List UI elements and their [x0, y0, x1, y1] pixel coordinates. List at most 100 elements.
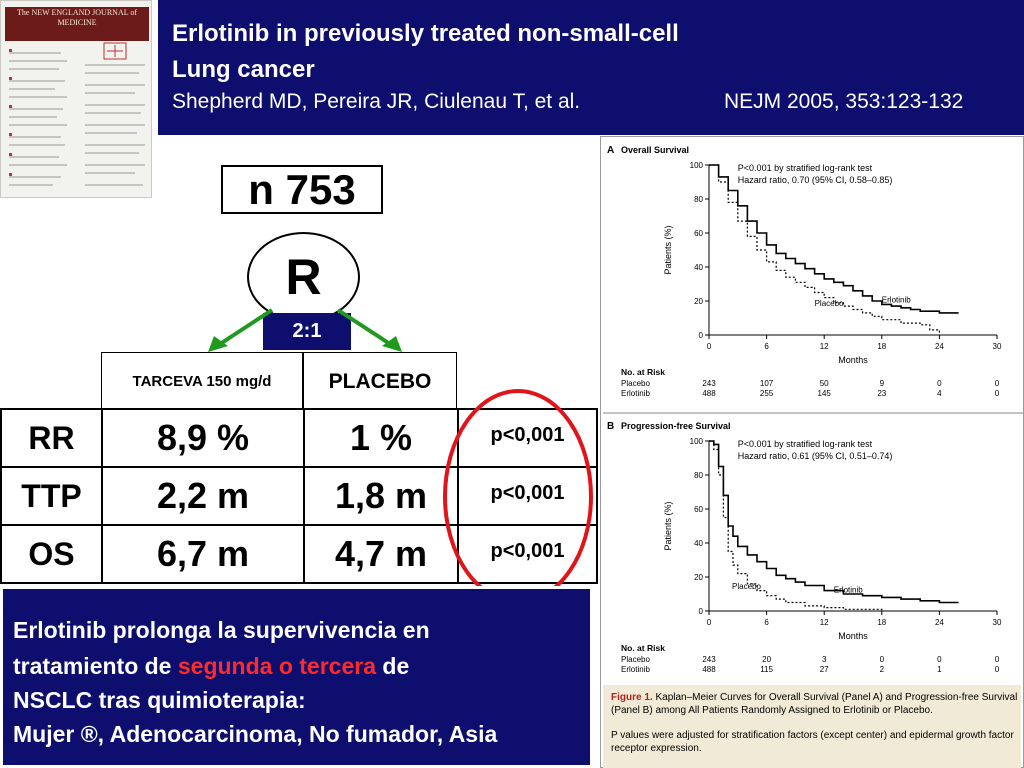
title-banner: Erlotinib in previously treated non-smal…: [155, 0, 1024, 135]
risk-count: 488: [702, 389, 716, 398]
risk-count: 9: [880, 379, 885, 388]
caption-text: Kaplan–Meier Curves for Overall Survival…: [611, 692, 1018, 716]
caption-main: Figure 1. Kaplan–Meier Curves for Overal…: [611, 691, 1019, 717]
panel-letter: A: [607, 145, 614, 156]
x-tick-label: 0: [707, 618, 712, 627]
x-tick-label: 24: [935, 618, 944, 627]
x-tick-label: 30: [993, 342, 1002, 351]
y-tick-label: 20: [694, 573, 703, 582]
risk-count: 2: [880, 665, 885, 674]
stat-line-2: Hazard ratio, 0.70 (95% CI, 0.58–0.85): [738, 175, 893, 185]
y-axis-label: Patients (%): [663, 501, 673, 550]
risk-count: 1: [937, 665, 942, 674]
risk-count: 255: [760, 389, 774, 398]
conclusion-line-2: tratamiento de segunda o tercera de: [13, 653, 409, 680]
arrow-to-treatment: [218, 308, 274, 346]
placebo-value: 1 %: [303, 408, 459, 468]
treatment-value: 6,7 m: [101, 524, 305, 584]
risk-count: 23: [877, 389, 886, 398]
risk-count: 0: [937, 379, 942, 388]
treatment-arm-box: TARCEVA 150 mg/d: [101, 352, 303, 409]
y-tick-label: 100: [690, 161, 704, 170]
stat-line-2: Hazard ratio, 0.61 (95% CI, 0.51–0.74): [738, 451, 893, 461]
chart-title: Overall Survival: [621, 145, 689, 155]
series-label-placebo: Placebo: [732, 582, 761, 591]
journal-masthead: [5, 7, 149, 41]
risk-row-label: Placebo: [621, 655, 650, 664]
randomization-arrows: [208, 308, 402, 352]
x-tick-label: 12: [820, 342, 829, 351]
y-tick-label: 60: [694, 229, 703, 238]
x-tick-label: 6: [764, 342, 769, 351]
x-axis-label: Months: [838, 631, 868, 641]
risk-count: 243: [702, 655, 716, 664]
caption-note: P values were adjusted for stratificatio…: [611, 730, 1014, 754]
x-tick-label: 30: [993, 618, 1002, 627]
series-label-erlotinib: Erlotinib: [882, 296, 911, 305]
y-tick-label: 60: [694, 505, 703, 514]
arrow-to-placebo: [336, 308, 392, 346]
risk-count: 50: [820, 379, 829, 388]
conclusion-box: Erlotinib prolonga la supervivencia en t…: [0, 586, 593, 768]
km-curve-erlotinib: [709, 440, 959, 604]
risk-count: 115: [760, 665, 773, 674]
x-axis-label: Months: [838, 355, 868, 365]
conclusion-line-2-end: de: [376, 653, 410, 679]
conclusion-line-1: Erlotinib prolonga la supervivencia en: [13, 617, 430, 643]
risk-count: 4: [937, 389, 942, 398]
row-label: TTP: [0, 466, 103, 526]
risk-row-label: Erlotinib: [621, 665, 650, 674]
title-line-2: Lung cancer: [172, 56, 315, 83]
km-curve-erlotinib: [709, 164, 959, 314]
y-tick-label: 0: [699, 607, 704, 616]
x-tick-label: 24: [935, 342, 944, 351]
treatment-value: 8,9 %: [101, 408, 305, 468]
x-tick-label: 18: [877, 618, 886, 627]
arrowhead-right: [382, 336, 402, 352]
figure-caption: Figure 1. Kaplan–Meier Curves for Overal…: [603, 685, 1021, 768]
y-tick-label: 80: [694, 195, 703, 204]
arrowhead-left: [208, 336, 228, 352]
x-tick-label: 18: [877, 342, 886, 351]
risk-count: 0: [995, 379, 1000, 388]
risk-count: 243: [702, 379, 716, 388]
panel-letter: B: [607, 421, 614, 432]
y-tick-label: 40: [694, 539, 703, 548]
risk-count: 0: [995, 389, 1000, 398]
risk-count: 0: [995, 665, 1000, 674]
kaplan-meier-figure: A Overall Survival P<0.001 by stratified l…: [600, 136, 1024, 768]
randomization-ratio: 2:1: [263, 313, 351, 350]
risk-count: 0: [880, 655, 885, 664]
stat-line-1: P<0.001 by stratified log-rank test: [738, 163, 873, 173]
risk-table-header: No. at Risk: [621, 643, 665, 653]
conclusion-line-2-start: tratamiento de: [13, 653, 178, 679]
risk-count: 27: [820, 665, 829, 674]
placebo-arm-box: PLACEBO: [303, 352, 457, 409]
sample-size-box: n 753: [221, 165, 383, 214]
conclusion-line-4: Mujer ®, Adenocarcinoma, No fumador, Asi…: [13, 721, 498, 747]
title-line-1: Erlotinib in previously treated non-smal…: [172, 20, 679, 47]
placebo-value: 4,7 m: [303, 524, 459, 584]
authors: Shepherd MD, Pereira JR, Ciulenau T, et …: [172, 90, 581, 113]
conclusion-highlight: segunda o tercera: [177, 653, 377, 679]
series-label-erlotinib: Erlotinib: [834, 585, 863, 594]
x-tick-label: 6: [764, 618, 769, 627]
journal-title: The NEW ENGLAND JOURNAL of MEDICINE: [17, 8, 137, 27]
risk-count: 20: [762, 655, 771, 664]
risk-table-header: No. at Risk: [621, 367, 665, 377]
x-tick-label: 0: [707, 342, 712, 351]
km-curve-placebo: [709, 440, 883, 611]
km-curve-placebo: [709, 164, 940, 334]
journal-cover-text-lines: [9, 42, 145, 186]
treatment-value: 2,2 m: [101, 466, 305, 526]
km-charts-svg: A Overall Survival P<0.001 by stratified l…: [603, 145, 1023, 674]
placebo-value: 1,8 m: [303, 466, 459, 526]
y-tick-label: 0: [699, 331, 704, 340]
conclusion-line-3: NSCLC tras quimioterapia:: [13, 687, 306, 713]
risk-count: 3: [822, 655, 827, 664]
risk-count: 0: [995, 655, 1000, 664]
risk-row-label: Placebo: [621, 379, 650, 388]
row-label: RR: [0, 408, 103, 468]
journal-citation: NEJM 2005, 353:123-132: [724, 90, 964, 113]
y-tick-label: 80: [694, 471, 703, 480]
